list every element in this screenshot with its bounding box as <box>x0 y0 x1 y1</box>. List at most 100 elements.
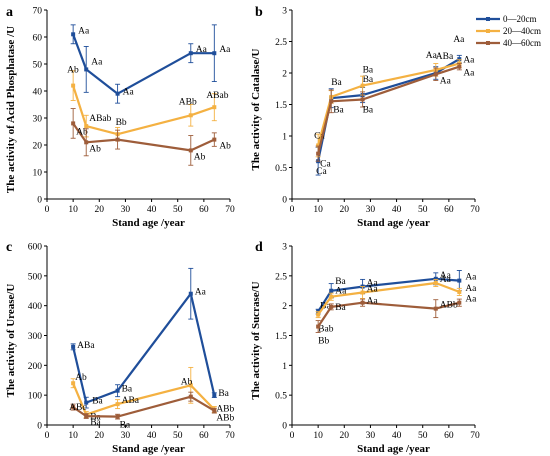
y-tick-label: 30 <box>33 115 43 125</box>
data-point <box>360 300 365 305</box>
significance-label: ABa <box>122 396 140 406</box>
significance-label: Ba <box>333 105 344 115</box>
y-tick-label: 2.5 <box>275 272 287 282</box>
significance-label: Aa <box>465 273 477 283</box>
x-tick-label: 10 <box>313 431 323 441</box>
data-point <box>84 414 89 419</box>
series-40-60cm: ABc Ba Ba ABb <box>69 391 235 431</box>
data-point <box>188 148 193 153</box>
significance-label: Bab <box>318 325 334 335</box>
y-tick-label: 0 <box>37 196 42 206</box>
data-point <box>71 121 76 126</box>
significance-label: ABab <box>206 91 228 101</box>
significance-label: Aa <box>367 285 379 295</box>
y-tick-label: 0.5 <box>275 164 287 174</box>
y-tick-label: 2 <box>282 70 287 80</box>
y-tick-label: 0 <box>37 422 42 432</box>
panel-a: a 0 10 20 30 40 50 60 70 0 10 20 30 40 50 60 70 Stand age… <box>5 5 235 229</box>
data-point <box>188 291 193 296</box>
legend: 0—20cm 20—40cm 40—60cm <box>476 14 541 48</box>
significance-label: ABc <box>69 403 86 413</box>
significance-label: Ba <box>90 413 101 423</box>
data-point <box>329 288 334 293</box>
data-point <box>360 290 365 295</box>
significance-label: Ba <box>218 389 229 399</box>
significance-label: Aa <box>440 76 452 86</box>
data-point <box>329 294 334 299</box>
significance-label: Aa <box>367 279 379 289</box>
significance-label: Bb <box>318 337 329 347</box>
significance-label: Ca <box>316 167 327 177</box>
data-point <box>329 304 334 309</box>
y-tick-label: 0.5 <box>275 392 287 402</box>
data-point <box>71 344 76 349</box>
y-tick-label: 1.5 <box>275 101 287 111</box>
significance-label: Ba <box>320 302 331 312</box>
x-tick-label: 70 <box>470 431 480 441</box>
x-tick-label: 50 <box>418 205 428 215</box>
data-point <box>115 91 120 96</box>
x-tick-label: 0 <box>290 431 295 441</box>
significance-label: Ba <box>331 78 342 88</box>
x-tick-label: 50 <box>173 205 183 215</box>
data-point <box>457 64 462 69</box>
y-tick-label: 3 <box>282 243 287 253</box>
significance-label: Ab <box>181 377 193 387</box>
x-tick-label: 10 <box>68 205 78 215</box>
data-point <box>360 83 365 88</box>
significance-label: Bb <box>116 118 127 128</box>
legend-label: 0—20cm <box>503 14 537 24</box>
significance-label: ABb <box>216 405 234 415</box>
significance-label: ABb <box>440 301 458 311</box>
data-point <box>84 124 89 129</box>
significance-label: Ab <box>89 144 101 154</box>
data-point <box>316 143 321 148</box>
x-tick-label: 30 <box>121 205 131 215</box>
x-axis-title: Stand age /year <box>112 443 185 455</box>
significance-label: Aa <box>440 271 452 281</box>
data-point <box>433 72 438 77</box>
x-tick-label: 30 <box>121 431 131 441</box>
y-tick-label: 100 <box>28 392 43 402</box>
significance-label: ABa <box>77 341 95 351</box>
y-tick-label: 200 <box>28 362 43 372</box>
significance-label: Ba <box>363 66 374 76</box>
y-tick-label: 1 <box>282 133 287 143</box>
y-tick-label: 50 <box>33 61 43 71</box>
x-tick-label: 40 <box>147 205 157 215</box>
significance-label: Aa <box>367 297 379 307</box>
y-tick-label: 1.5 <box>275 332 287 342</box>
x-tick-label: 50 <box>173 431 183 441</box>
significance-label: Aa <box>195 288 207 298</box>
significance-label: Aa <box>219 45 231 55</box>
y-tick-label: 3 <box>282 7 287 17</box>
y-tick-label: 1 <box>282 362 287 372</box>
significance-label: Aa <box>465 284 477 294</box>
x-tick-label: 10 <box>68 431 78 441</box>
significance-label: Ab <box>219 142 231 152</box>
significance-label: Aa <box>91 57 103 67</box>
data-point <box>115 402 120 407</box>
significance-label: Aa <box>463 56 475 66</box>
data-point <box>329 99 334 104</box>
significance-label: Ba <box>335 277 346 287</box>
x-tick-label: 70 <box>225 205 235 215</box>
y-tick-label: 300 <box>28 332 43 342</box>
x-tick-label: 30 <box>366 431 376 441</box>
data-point <box>457 57 462 62</box>
legend-marker <box>486 17 490 21</box>
x-tick-label: 0 <box>290 205 295 215</box>
series-40-60cm: Bb Ba Aa ABb Aa <box>315 295 477 347</box>
significance-label: Aa <box>335 287 347 297</box>
y-tick-label: 10 <box>33 169 43 179</box>
data-point <box>115 137 120 142</box>
significance-label: ABab <box>89 114 111 124</box>
x-tick-label: 70 <box>470 205 480 215</box>
panel-letter: c <box>6 240 12 255</box>
data-point <box>360 97 365 102</box>
data-point <box>316 312 321 317</box>
panel-letter: b <box>255 5 263 20</box>
